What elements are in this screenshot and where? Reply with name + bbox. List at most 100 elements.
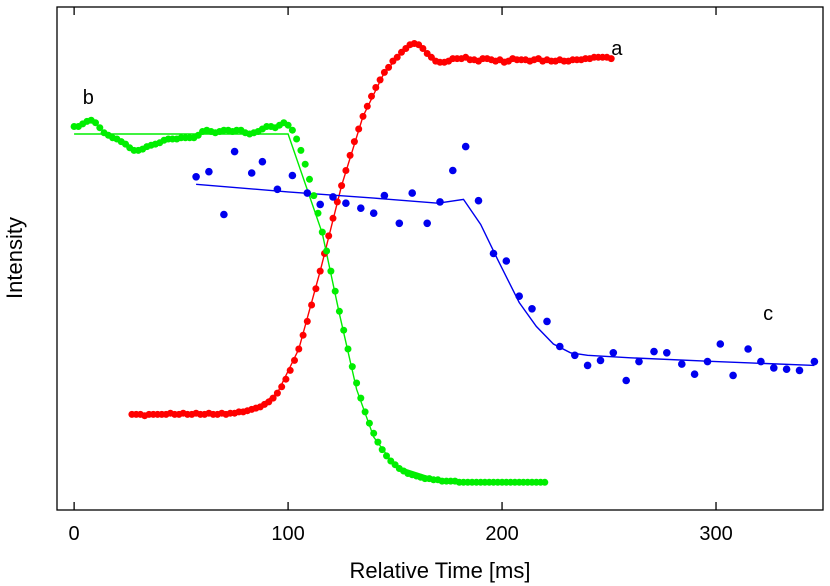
point-c [757,357,765,366]
point-a [308,301,316,309]
point-a [303,317,311,325]
point-c [192,173,200,181]
point-c [357,204,365,212]
series-labels: a b c [83,38,773,325]
point-b [383,452,390,460]
point-c [247,169,256,177]
point-c [316,200,325,209]
point-c [423,219,432,228]
point-a [286,366,294,374]
point-b [323,247,331,255]
point-c [329,193,337,201]
point-b [541,478,549,486]
point-c [663,349,671,357]
point-c [744,345,752,353]
x-tick-label: 0 [69,523,80,545]
point-c [408,189,417,197]
point-b [310,192,318,200]
point-c [489,249,498,258]
point-b [344,345,352,353]
series-a-points [128,40,615,420]
point-c [288,171,297,180]
point-a [376,76,384,84]
point-a [295,345,303,353]
point-c [583,361,592,370]
point-c [230,147,239,156]
x-tick-label: 300 [699,523,732,545]
point-a [278,383,286,391]
point-b [314,209,322,217]
point-c [678,360,686,368]
point-b [335,307,343,315]
point-a [380,68,388,76]
point-b [340,326,348,334]
point-a [355,125,363,133]
y-axis-label: Intensity [2,217,27,299]
point-c [716,340,725,348]
x-axis-ticks [73,7,717,510]
point-a [359,112,367,120]
point-b [92,119,99,127]
point-c [596,356,605,365]
point-a [282,375,290,383]
point-b [293,135,301,143]
point-c [258,157,267,166]
point-c [461,142,470,151]
point-c [502,257,511,265]
point-a [363,102,371,110]
point-b [297,146,305,154]
point-c [635,357,643,366]
point-a [372,84,380,91]
point-a [269,394,277,402]
point-a [342,167,350,174]
point-a [338,182,346,190]
point-a [385,63,393,71]
point-c [810,357,819,366]
point-b [284,121,292,129]
point-c [474,196,483,205]
point-b [331,287,339,295]
point-c [795,366,804,375]
point-a [393,53,401,61]
series-b-points [70,116,549,486]
point-c [273,185,282,194]
point-a [329,214,337,222]
point-a [333,198,341,206]
point-b [288,126,296,134]
point-b [327,267,335,275]
x-axis-label: Relative Time [ms] [350,558,531,583]
point-c [556,342,564,351]
point-b [378,446,386,454]
point-a [316,267,324,275]
series-c-points [192,142,819,385]
point-c [770,364,778,372]
point-c [395,219,404,228]
point-c [380,191,389,200]
x-axis-tick-labels: 0 100 200 300 [69,523,733,545]
point-a [419,45,427,52]
point-c [342,199,350,207]
point-b [306,175,313,183]
point-a [273,389,281,397]
data-points [70,40,819,486]
point-c [515,292,523,301]
point-b [318,228,326,236]
point-c [528,305,536,313]
point-c [609,349,618,357]
point-c [205,167,213,176]
point-b [374,438,382,446]
point-b [370,429,378,437]
point-a [299,331,307,339]
point-c [622,376,630,385]
plot-frame [56,6,824,511]
point-a [291,356,298,364]
point-a [350,138,358,146]
point-b [301,160,309,168]
point-b [348,363,356,371]
point-c [782,365,791,374]
point-c [571,351,579,360]
point-b [357,394,365,402]
x-tick-label: 200 [485,523,518,545]
point-b [361,408,369,416]
